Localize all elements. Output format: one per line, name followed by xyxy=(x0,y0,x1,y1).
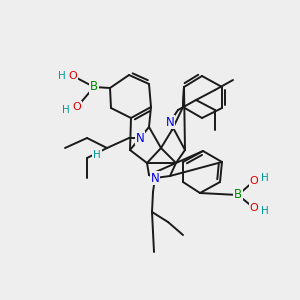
Text: H: H xyxy=(93,150,101,160)
Text: N: N xyxy=(166,116,174,128)
Text: B: B xyxy=(90,80,98,94)
Text: N: N xyxy=(151,172,159,184)
Text: H: H xyxy=(261,173,269,183)
Text: H: H xyxy=(261,206,269,216)
Text: O: O xyxy=(73,102,81,112)
Text: H: H xyxy=(62,105,70,115)
Text: B: B xyxy=(234,188,242,202)
Text: N: N xyxy=(136,131,144,145)
Text: O: O xyxy=(69,71,77,81)
Text: H: H xyxy=(58,71,66,81)
Text: O: O xyxy=(250,203,258,213)
Text: O: O xyxy=(250,176,258,186)
